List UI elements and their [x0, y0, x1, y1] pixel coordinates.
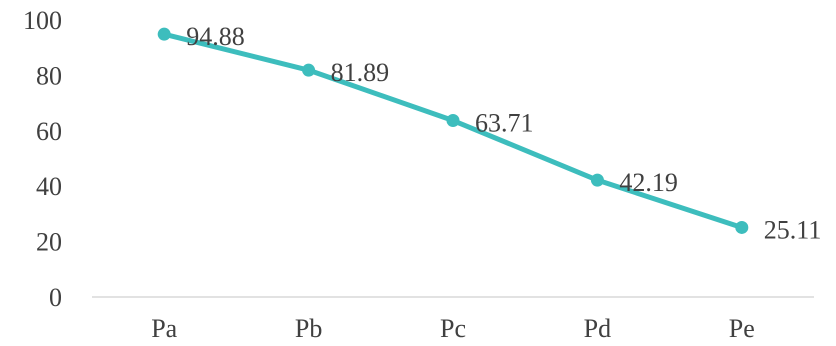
data-label: 94.88	[186, 22, 245, 51]
x-tick-label: Pe	[729, 314, 755, 343]
x-axis-labels: Pa Pb Pc Pd Pe	[151, 314, 755, 343]
x-tick-label: Pd	[584, 314, 611, 343]
data-label: 42.19	[619, 168, 678, 197]
y-tick-label: 20	[36, 228, 62, 257]
data-label: 63.71	[475, 109, 534, 138]
data-point	[446, 114, 460, 128]
data-point	[735, 220, 749, 234]
series-markers	[157, 27, 749, 234]
x-tick-label: Pb	[295, 314, 322, 343]
y-tick-label: 80	[36, 61, 62, 90]
y-tick-label: 100	[23, 6, 62, 35]
data-label: 81.89	[331, 58, 390, 87]
data-point	[157, 27, 171, 41]
y-tick-label: 60	[36, 117, 62, 146]
x-tick-label: Pa	[151, 314, 177, 343]
x-tick-label: Pc	[440, 314, 466, 343]
series-line	[161, 31, 745, 230]
y-axis-ticks: 0 20 40 60 80 100	[23, 6, 62, 312]
data-point	[590, 173, 604, 187]
y-tick-label: 0	[49, 283, 62, 312]
y-tick-label: 40	[36, 172, 62, 201]
data-labels: 94.88 81.89 63.71 42.19 25.11	[186, 22, 821, 244]
data-point	[302, 63, 316, 77]
data-label: 25.11	[764, 215, 822, 244]
